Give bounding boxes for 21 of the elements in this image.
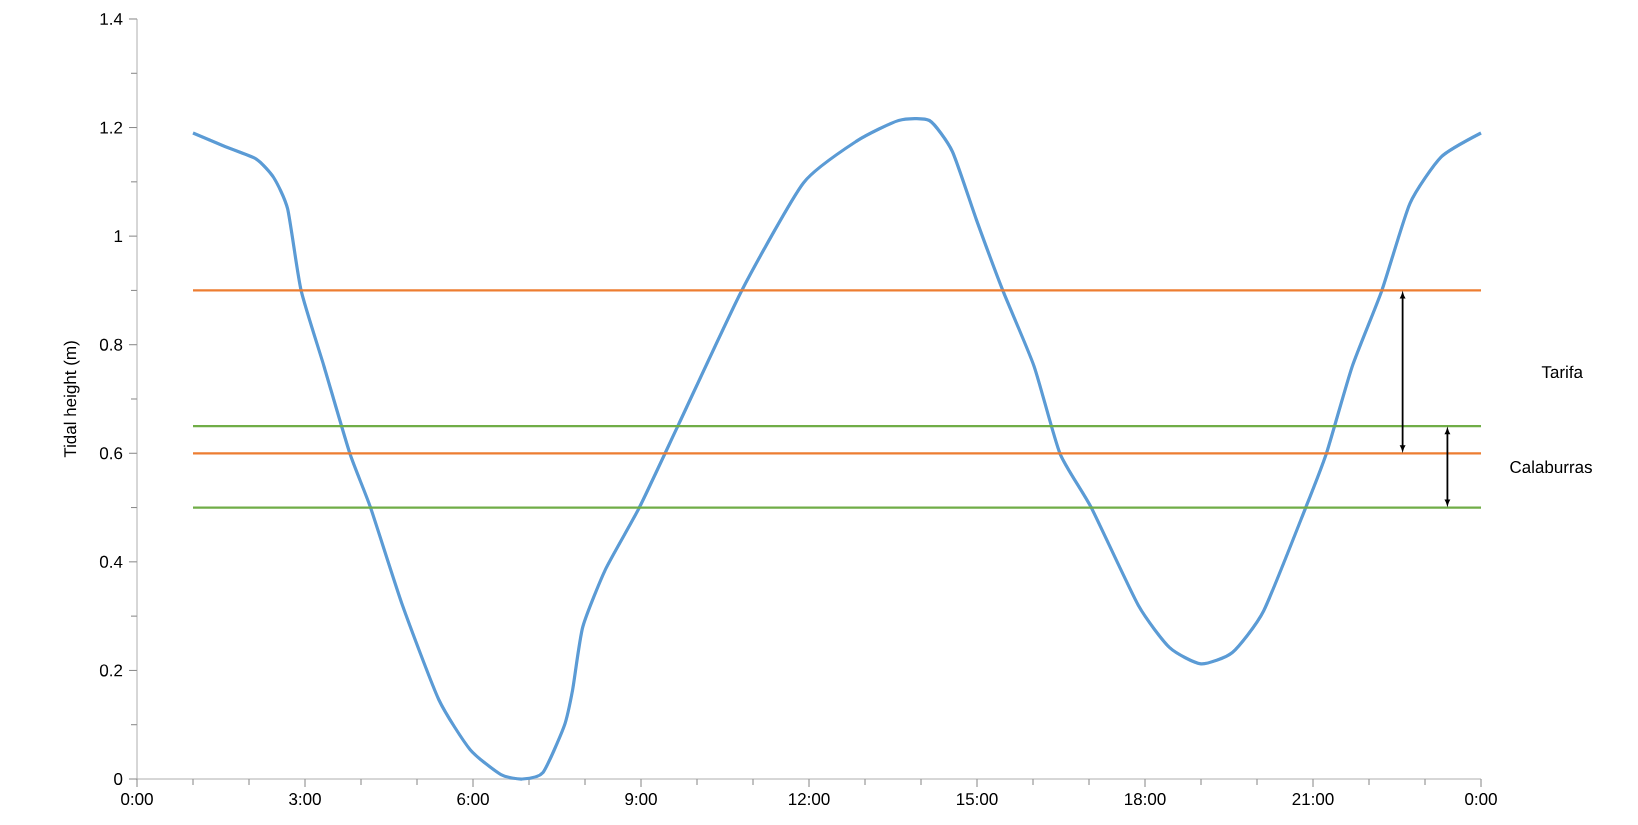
y-tick-label: 0.6 bbox=[99, 447, 123, 460]
y-tick-label: 0.8 bbox=[99, 338, 123, 351]
x-tick-label: 18:00 bbox=[1125, 793, 1166, 806]
y-tick-label: 0.2 bbox=[99, 664, 123, 677]
text: Calaburras bbox=[1510, 460, 1592, 474]
y-tick-label: 1 bbox=[114, 230, 123, 242]
y-tick-label: 0.4 bbox=[99, 555, 123, 568]
x-tick-label: 12:00 bbox=[789, 793, 830, 806]
x-tick-label: 9:00 bbox=[625, 793, 657, 806]
x-tick-label: 3:00 bbox=[289, 793, 321, 806]
y-tick-label: 0 bbox=[114, 772, 123, 786]
x-tick-label: 6:00 bbox=[457, 793, 489, 806]
x-tick-label: 0:00 bbox=[1465, 793, 1497, 806]
x-tick-label: 21:00 bbox=[1292, 793, 1334, 806]
text: Tarifa bbox=[1541, 365, 1583, 379]
line-series bbox=[191, 117, 1483, 781]
x-tick-label: 0:00 bbox=[121, 793, 153, 806]
x-tick-label: 15:00 bbox=[957, 793, 998, 806]
y-axis-title: Tidal height (m) bbox=[63, 341, 80, 458]
y-tick-label: 1.2 bbox=[100, 121, 123, 134]
y-tick-label: 1.4 bbox=[100, 13, 123, 25]
